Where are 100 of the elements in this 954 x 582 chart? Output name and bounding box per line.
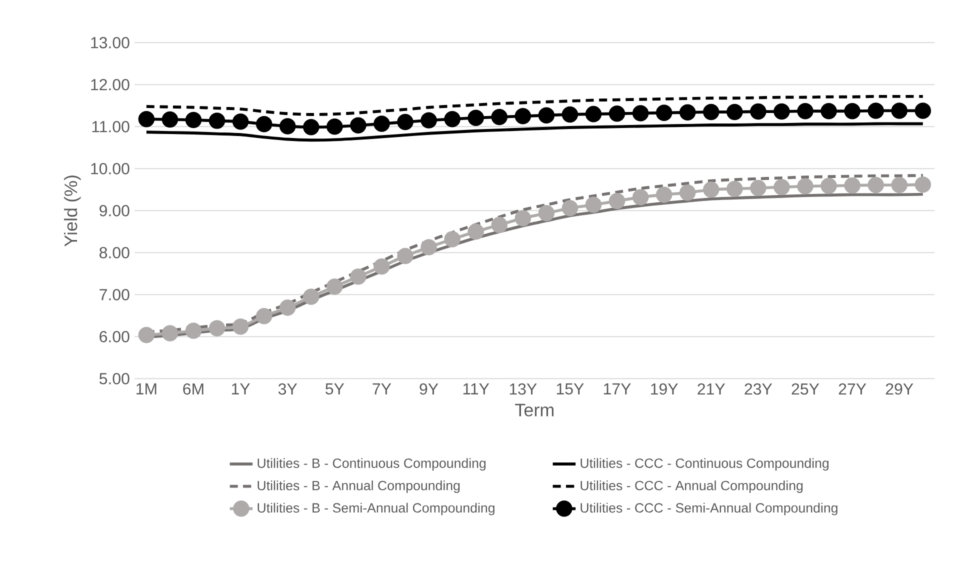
x-tick-label: 5Y xyxy=(326,383,344,395)
point xyxy=(914,102,932,119)
point xyxy=(185,112,202,128)
point xyxy=(420,112,437,129)
point xyxy=(185,322,202,339)
y-tick-label: 9.00 xyxy=(100,205,130,216)
legend-label: Utilities - B - Annual Compounding xyxy=(258,480,460,493)
point xyxy=(820,178,837,194)
x-tick-label: 7Y xyxy=(372,383,392,394)
y-tick-label: 12.00 xyxy=(91,79,130,90)
point xyxy=(562,200,578,216)
x-axis-title: Term xyxy=(515,404,554,416)
point xyxy=(468,224,484,240)
x-tick-label: 3Y xyxy=(278,383,298,395)
point xyxy=(468,110,484,126)
point xyxy=(702,104,720,120)
x-tick-label: 6M xyxy=(183,383,204,395)
point xyxy=(397,114,414,130)
point xyxy=(585,106,602,122)
point xyxy=(444,110,460,128)
x-tick-label: 25Y xyxy=(792,383,820,395)
point xyxy=(514,210,532,226)
point xyxy=(750,180,766,196)
x-tick-label: 15Y xyxy=(556,383,584,395)
point xyxy=(656,186,672,203)
point xyxy=(868,176,884,194)
line-series xyxy=(144,94,924,116)
point xyxy=(326,118,343,135)
x-tick-label: 9Y xyxy=(420,383,438,395)
point xyxy=(750,103,766,120)
point xyxy=(538,107,555,124)
point xyxy=(702,182,720,198)
point xyxy=(774,103,790,120)
point xyxy=(232,318,249,335)
y-tick-label: 7.00 xyxy=(100,289,130,300)
point xyxy=(797,102,814,120)
point xyxy=(350,117,366,134)
point xyxy=(914,176,932,193)
point xyxy=(350,268,366,285)
point xyxy=(844,102,860,120)
point xyxy=(608,192,626,210)
point xyxy=(656,104,672,121)
x-tick-label: 13Y xyxy=(510,383,537,395)
y-tick-label: 13.00 xyxy=(91,37,130,48)
point xyxy=(726,180,743,197)
legend-label: Utilities - CCC - Annual Compounding xyxy=(580,480,803,493)
x-tick-label: 21Y xyxy=(698,383,725,395)
point xyxy=(420,239,437,256)
point xyxy=(774,179,790,196)
legend-label: Utilities - CCC - Continuous Compounding xyxy=(580,458,829,471)
y-axis-title: Yield (%) xyxy=(64,176,81,246)
x-tick-label: 27Y xyxy=(838,383,866,395)
point xyxy=(397,248,414,264)
point xyxy=(138,110,155,128)
y-tick-label: 5.00 xyxy=(99,373,130,384)
point xyxy=(632,105,649,122)
point xyxy=(820,102,837,120)
point xyxy=(374,258,390,275)
point xyxy=(303,118,320,136)
point xyxy=(374,116,390,132)
point xyxy=(256,308,272,324)
legend-label: Utilities - B - Semi-Annual Compounding xyxy=(258,502,494,516)
legend-label: Utilities - B - Continuous Compounding xyxy=(258,458,486,471)
point xyxy=(608,106,626,122)
point xyxy=(891,102,908,119)
point xyxy=(562,106,578,123)
point xyxy=(279,300,296,316)
legend-label: Utilities - CCC - Semi-Annual Compounding xyxy=(580,502,838,516)
point xyxy=(491,108,508,126)
point xyxy=(491,216,508,234)
y-tick-label: 6.00 xyxy=(100,331,130,342)
point xyxy=(585,196,602,213)
point xyxy=(444,231,460,248)
point xyxy=(679,104,696,121)
x-tick-label: 23Y xyxy=(744,383,772,395)
y-tick-label: 11.00 xyxy=(92,121,130,132)
point xyxy=(538,205,555,222)
point xyxy=(632,189,649,206)
point xyxy=(891,176,908,194)
point xyxy=(208,112,226,129)
point xyxy=(868,102,884,119)
point xyxy=(208,320,226,336)
point xyxy=(138,326,155,344)
point xyxy=(679,184,696,201)
point xyxy=(797,178,814,194)
y-tick-label: 8.00 xyxy=(100,247,130,258)
line-series xyxy=(144,122,924,142)
x-tick-label: 17Y xyxy=(604,383,631,394)
point xyxy=(162,325,178,342)
point xyxy=(514,108,532,124)
x-tick-label: 11Y xyxy=(463,383,490,394)
point xyxy=(726,104,743,120)
point xyxy=(232,113,249,130)
point xyxy=(326,278,343,295)
y-tick-label: 10.00 xyxy=(91,163,130,174)
point xyxy=(162,111,178,128)
point xyxy=(844,177,860,194)
point xyxy=(279,118,296,134)
x-tick-label: 1M xyxy=(136,383,156,394)
x-tick-label: 29Y xyxy=(886,383,914,395)
